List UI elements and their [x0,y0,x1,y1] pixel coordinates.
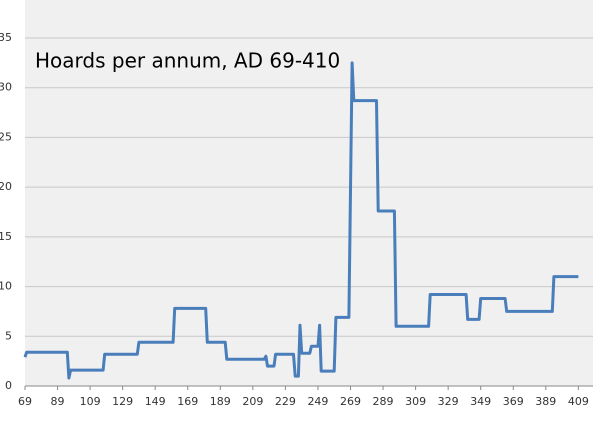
x-tick-label: 389 [535,395,556,408]
x-tick-label: 149 [145,395,166,408]
line-series [23,61,579,380]
x-tick-label: 109 [80,395,101,408]
chart-title: Hoards per annum, AD 69-410 [35,49,340,73]
y-tick-label: 30 [0,81,12,94]
x-tick-label: 209 [242,395,263,408]
x-tick-label: 349 [470,395,491,408]
y-tick-label: 5 [5,329,12,342]
x-tick-label: 309 [405,395,426,408]
x-tick-label: 189 [210,395,231,408]
x-tick-label: 69 [18,395,32,408]
x-tick-label: 169 [177,395,198,408]
y-tick-label: 25 [0,130,12,143]
y-tick-label: 0 [5,379,12,392]
y-tick-label: 35 [0,31,12,44]
x-tick-label: 289 [373,395,394,408]
x-tick-label: 249 [307,395,328,408]
x-tick-label: 369 [503,395,524,408]
y-tick-label: 10 [0,280,12,293]
x-tick-label: 329 [438,395,459,408]
y-tick-label: 15 [0,230,12,243]
x-tick-label: 129 [112,395,133,408]
plot-area [25,0,593,386]
x-tick-label: 269 [340,395,361,408]
x-tick-label: 89 [51,395,65,408]
x-tick-label: 409 [568,395,589,408]
x-tick-label: 229 [275,395,296,408]
y-tick-label: 20 [0,180,12,193]
